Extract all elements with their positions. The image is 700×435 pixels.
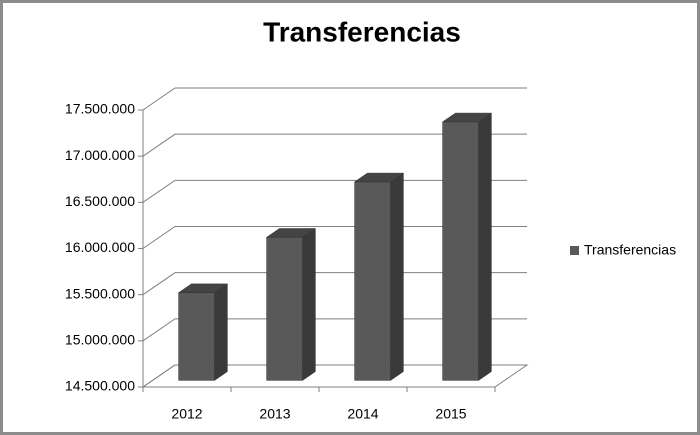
y-tick-label: 15.500.000 (65, 285, 135, 301)
bar-top (177, 283, 229, 293)
y-tick-label: 17.500.000 (65, 101, 135, 117)
bar-top (353, 172, 405, 183)
bar (353, 172, 405, 381)
grid-line (142, 87, 527, 111)
bar-front (178, 292, 215, 381)
legend-label: Transferencias (584, 242, 676, 258)
bar-front (354, 181, 391, 381)
x-tick-label: 2013 (259, 406, 290, 422)
x-tick-label: 2014 (347, 406, 378, 422)
bar-top (441, 112, 493, 123)
bar-side (478, 112, 492, 381)
grid-line (142, 133, 527, 157)
bar-side (390, 172, 404, 381)
y-tick-label: 17.000.000 (65, 147, 135, 163)
grid-line (142, 318, 527, 342)
y-tick-label: 14.500.000 (65, 378, 135, 394)
grid-line (142, 272, 527, 296)
bar-side (214, 283, 228, 381)
bar (265, 228, 317, 381)
bar-side (302, 228, 316, 381)
y-tick-label: 16.000.000 (65, 239, 135, 255)
x-tick-label: 2012 (171, 406, 202, 422)
bar (441, 112, 493, 381)
chart-title: Transferencias (263, 16, 461, 47)
y-tick-label: 16.500.000 (65, 193, 135, 209)
bar-front (266, 237, 303, 381)
bar-front (442, 121, 479, 381)
x-tick-label: 2015 (435, 406, 466, 422)
grid-line (142, 226, 527, 249)
grid-line (142, 179, 527, 203)
bar-top (265, 228, 317, 238)
grid-line (142, 364, 527, 388)
legend-swatch (570, 246, 579, 255)
y-tick-label: 15.000.000 (65, 332, 135, 348)
bar (177, 283, 229, 381)
